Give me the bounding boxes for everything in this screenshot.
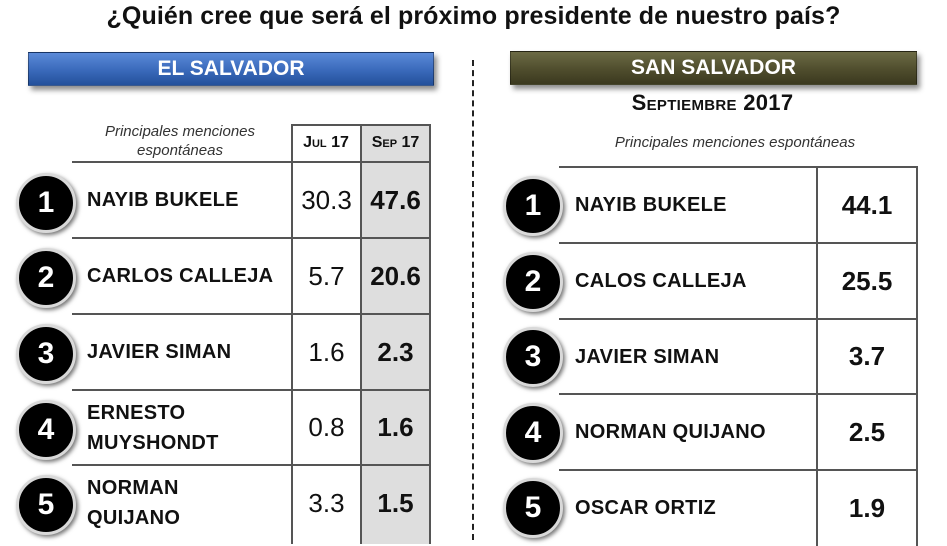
sep17-value: 2.5	[848, 416, 886, 447]
grid-line	[816, 166, 818, 546]
rank-badge: 3	[16, 324, 76, 384]
sep17-value: 47.6	[370, 184, 421, 215]
sep17-value: 2.3	[377, 336, 414, 367]
el-salvador-banner: EL SALVADOR	[28, 52, 434, 86]
grid-line	[292, 124, 430, 126]
grid-line	[72, 389, 430, 391]
grid-line	[72, 237, 430, 239]
grid-line	[360, 124, 362, 544]
san-salvador-note: Principales menciones espontáneas	[614, 134, 856, 151]
san-salvador-date: Septiembre 2017	[631, 90, 794, 115]
jul17-value: 3.3	[308, 487, 345, 518]
candidate-name: OSCAR ORTIZ	[575, 497, 717, 519]
sep17-value: 1.9	[848, 492, 886, 523]
section-divider	[472, 60, 474, 540]
jul17-value: 0.8	[308, 412, 345, 442]
rank-badge: 1	[503, 176, 563, 236]
grid-line	[559, 469, 917, 471]
grid-line	[72, 313, 430, 315]
candidate-name: NAYIB BUKELE	[87, 189, 239, 211]
sep17-value: 20.6	[370, 260, 421, 291]
column-header-sep17: Sep 17	[371, 134, 420, 151]
column-header-jul17: Jul 17	[303, 134, 349, 151]
sep17-value: 44.1	[841, 189, 893, 220]
candidate-name: NORMAN QUIJANO	[87, 477, 181, 529]
san-salvador-banner: SAN SALVADOR	[510, 51, 917, 85]
sep17-value: 25.5	[841, 265, 893, 296]
candidate-name: NORMAN QUIJANO	[575, 421, 766, 443]
jul17-value: 1.6	[308, 336, 345, 367]
rank-badge: 2	[16, 248, 76, 308]
candidate-name: CALOS CALLEJA	[575, 270, 747, 292]
rank-badge: 3	[503, 327, 563, 387]
grid-line	[559, 318, 917, 320]
jul17-value: 5.7	[308, 260, 345, 291]
grid-line	[559, 242, 917, 244]
el-salvador-note: Principales menciones espontáneas	[104, 123, 256, 159]
candidate-name: JAVIER SIMAN	[575, 345, 720, 368]
grid-line	[291, 124, 293, 544]
sep17-value: 1.5	[377, 487, 414, 518]
sep17-value: 1.6	[377, 412, 414, 442]
rank-badge: 5	[16, 475, 76, 535]
sep17-column-highlight	[361, 124, 430, 544]
grid-line	[916, 166, 918, 546]
candidate-name: NAYIB BUKELE	[575, 194, 727, 216]
candidate-name: CARLOS CALLEJA	[87, 265, 274, 287]
page-title: ¿Quién cree que será el próximo presiden…	[106, 2, 841, 30]
grid-line	[72, 161, 430, 163]
rank-badge: 5	[503, 478, 563, 538]
grid-line	[429, 124, 431, 544]
rank-badge: 2	[503, 252, 563, 312]
grid-line	[72, 464, 430, 466]
rank-badge: 4	[16, 400, 76, 460]
grid-line	[559, 393, 917, 395]
rank-badge: 4	[503, 403, 563, 463]
jul17-value: 30.3	[301, 184, 352, 215]
sep17-value: 3.7	[848, 341, 886, 371]
rank-badge: 1	[16, 173, 76, 233]
candidate-name: ERNESTO MUYSHONDT	[87, 401, 219, 454]
candidate-name: JAVIER SIMAN	[87, 341, 232, 363]
grid-line	[559, 166, 917, 168]
